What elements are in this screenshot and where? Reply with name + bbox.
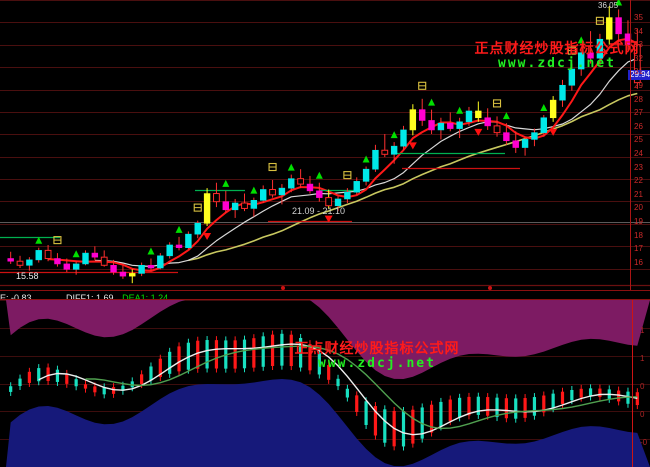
price-low-label: 15.58: [16, 271, 39, 281]
price-axis-tick: 28: [634, 94, 643, 104]
macd-axis-tick: 1: [640, 326, 645, 335]
macd-axis-tick: -0: [640, 438, 648, 447]
macd-value-label: E: -0.83: [0, 293, 32, 303]
panel-divider-top: [0, 290, 650, 291]
macd-axis-tick: 1: [640, 354, 645, 363]
price-axis-tick: 18: [634, 230, 643, 240]
macd-chart-svg[interactable]: [0, 300, 650, 467]
price-axis-tick: 31: [634, 67, 643, 77]
price-axis-tick: 16: [634, 257, 643, 267]
dea-label: DEA1: 1.24: [122, 293, 169, 303]
price-axis-tick: 20: [634, 203, 643, 213]
price-high-label: 36.05: [598, 1, 619, 10]
price-mid-annotation: 21.09 - 21.10: [292, 206, 346, 216]
price-axis-line: [630, 0, 631, 291]
macd-indicator-panel[interactable]: [0, 300, 650, 467]
price-chart-panel[interactable]: [0, 0, 650, 291]
price-axis-tick: 26: [634, 121, 643, 131]
price-axis-tick: 21: [634, 189, 643, 199]
price-chart-svg[interactable]: [0, 0, 650, 291]
price-axis-tick: 32: [634, 53, 643, 63]
price-axis-tick: 27: [634, 108, 643, 118]
macd-axis-line: [632, 300, 633, 467]
price-axis-tick: 29: [634, 81, 643, 90]
current-price-badge: 29.94: [628, 70, 650, 80]
panel-divider-bottom: [0, 299, 650, 300]
macd-axis-tick: 0: [640, 382, 645, 391]
price-axis-tick: 24: [634, 149, 643, 158]
price-axis-tick: 33: [634, 40, 643, 50]
price-axis-tick: 22: [634, 176, 643, 186]
price-axis-tick: 25: [634, 135, 643, 145]
price-axis-tick: 35: [634, 13, 643, 22]
diff-label: DIFF1: 1.69: [66, 293, 114, 303]
price-axis-tick: 17: [634, 244, 643, 254]
price-axis-tick: 34: [634, 26, 643, 36]
price-axis-tick: 19: [634, 217, 643, 226]
price-axis-tick: 23: [634, 162, 643, 172]
macd-axis-tick: 0: [640, 410, 645, 419]
